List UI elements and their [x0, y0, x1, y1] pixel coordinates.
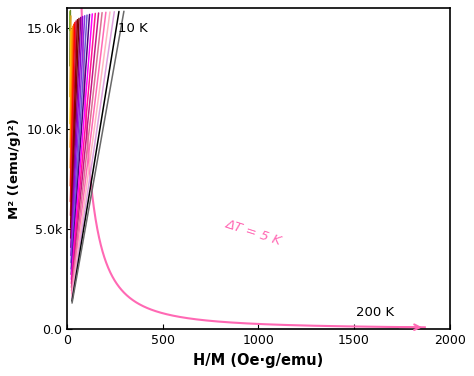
Y-axis label: M² ((emu/g)²): M² ((emu/g)²)	[9, 118, 21, 219]
Text: ΔT = 5 K: ΔT = 5 K	[224, 218, 283, 248]
Text: 200 K: 200 K	[356, 306, 394, 319]
X-axis label: H/M (Oe·g/emu): H/M (Oe·g/emu)	[193, 353, 323, 368]
Text: 10 K: 10 K	[118, 23, 147, 35]
